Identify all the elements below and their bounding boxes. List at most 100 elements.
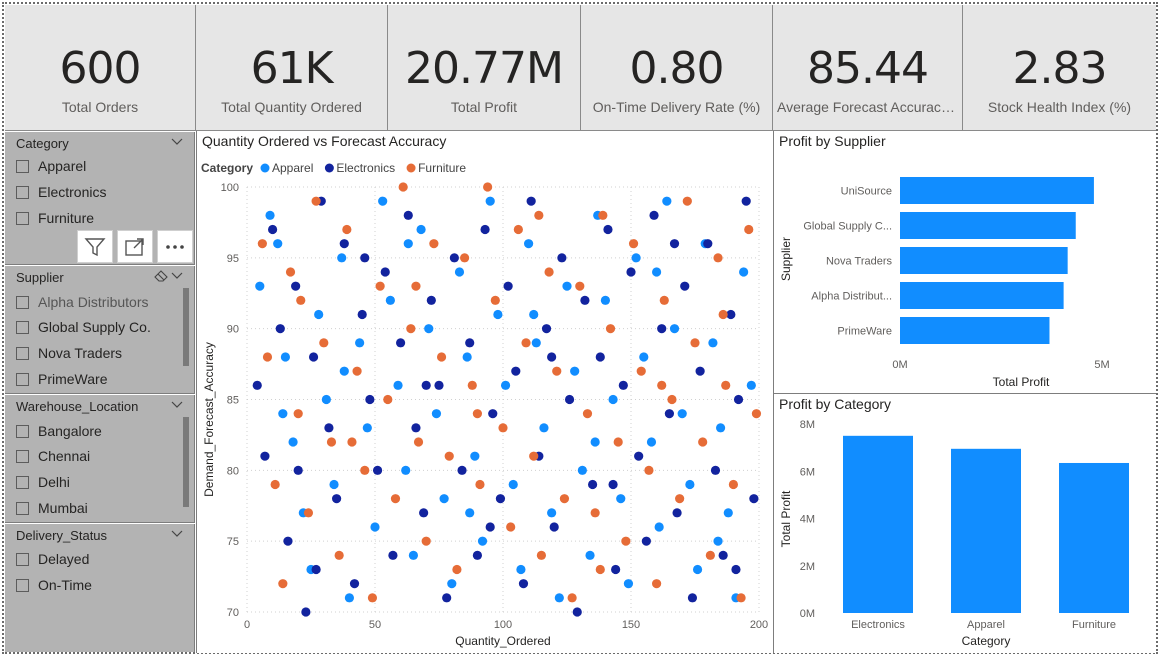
scatter-point[interactable]	[703, 239, 713, 249]
checkbox[interactable]	[16, 346, 29, 360]
scatter-point[interactable]	[595, 564, 605, 575]
scatter-point[interactable]	[506, 522, 516, 532]
scatter-point[interactable]	[508, 479, 518, 490]
scatter-point[interactable]	[739, 267, 749, 277]
kpi-card-forecast-accuracy[interactable]: 85.44 Average Forecast Accuracy...	[773, 5, 963, 131]
scatter-point[interactable]	[442, 593, 452, 603]
scatter-point[interactable]	[618, 380, 628, 390]
scatter-point[interactable]	[434, 380, 444, 390]
scatter-point[interactable]	[401, 465, 411, 475]
checkbox[interactable]	[16, 159, 29, 173]
scatter-point[interactable]	[623, 579, 634, 589]
scatter-point[interactable]	[411, 281, 421, 291]
slicer-option[interactable]: Alpha Distributors	[16, 292, 149, 312]
scatter-point[interactable]	[329, 479, 339, 490]
chevron-down-icon[interactable]	[171, 269, 183, 281]
scatter-point[interactable]	[447, 579, 457, 589]
scatter-point[interactable]	[321, 394, 331, 405]
scatter-point[interactable]	[513, 224, 523, 235]
bar[interactable]	[843, 435, 913, 613]
scatter-point[interactable]	[698, 437, 708, 447]
category-bar-chart[interactable]: 0M 2M 4M 6M 8M Electronics Apparel Furniture Cat…	[774, 394, 1156, 653]
scatter-point[interactable]	[628, 239, 639, 249]
scatter-point[interactable]	[367, 593, 378, 603]
scatter-point[interactable]	[652, 267, 662, 277]
scatter-point[interactable]	[675, 494, 685, 504]
focus-mode-button[interactable]	[117, 230, 153, 263]
scatter-point[interactable]	[260, 451, 270, 461]
checkbox[interactable]	[16, 578, 29, 592]
scatter-chart-panel[interactable]: Quantity Ordered vs Forecast Accuracy Ca…	[197, 131, 773, 653]
scatter-point[interactable]	[293, 465, 303, 475]
scatter-point[interactable]	[465, 508, 475, 518]
scatter-point[interactable]	[372, 465, 383, 475]
scatter-point[interactable]	[695, 366, 705, 376]
scatter-point[interactable]	[641, 536, 651, 546]
slicer-option[interactable]: PrimeWare	[16, 369, 108, 389]
scatter-point[interactable]	[288, 437, 298, 447]
eraser-icon[interactable]	[154, 270, 168, 282]
scatter-point[interactable]	[362, 423, 372, 433]
scatter-point[interactable]	[370, 522, 380, 532]
scatter-point[interactable]	[390, 494, 401, 504]
scatter-point[interactable]	[500, 380, 511, 390]
scatter-point[interactable]	[429, 239, 439, 249]
slicer-option[interactable]: Bangalore	[16, 421, 102, 441]
scatter-point[interactable]	[690, 338, 700, 348]
scatter-point[interactable]	[562, 281, 572, 291]
scatter-point[interactable]	[490, 295, 500, 305]
scatter-point[interactable]	[559, 494, 570, 504]
checkbox[interactable]	[16, 501, 29, 515]
scatter-point[interactable]	[526, 196, 536, 206]
scatter-point[interactable]	[398, 182, 408, 192]
legend-marker[interactable]	[260, 163, 270, 173]
scatter-point[interactable]	[278, 579, 288, 589]
scatter-point[interactable]	[718, 309, 728, 320]
scatter-point[interactable]	[421, 380, 431, 390]
checkbox[interactable]	[16, 424, 29, 438]
scatter-point[interactable]	[470, 451, 480, 461]
scatter-point[interactable]	[575, 281, 585, 291]
bar[interactable]	[900, 282, 1064, 309]
scatter-point[interactable]	[403, 210, 413, 220]
scatter-point[interactable]	[529, 451, 539, 461]
scatter-point[interactable]	[682, 196, 692, 206]
kpi-card-stock-health[interactable]: 2.83 Stock Health Index (%)	[963, 5, 1156, 131]
scatter-point[interactable]	[687, 593, 698, 603]
scatter-point[interactable]	[531, 338, 541, 348]
scatter-point[interactable]	[303, 508, 314, 518]
more-options-button[interactable]	[157, 230, 193, 263]
scatter-point[interactable]	[626, 267, 636, 277]
scatter-point[interactable]	[534, 210, 544, 220]
slicer-scrollbar[interactable]	[183, 288, 189, 366]
scatter-point[interactable]	[652, 579, 662, 589]
scatter-point[interactable]	[465, 338, 475, 348]
filter-button[interactable]	[77, 230, 113, 263]
checkbox[interactable]	[16, 552, 29, 566]
scatter-point[interactable]	[751, 409, 762, 419]
checkbox[interactable]	[16, 372, 29, 386]
scatter-point[interactable]	[590, 508, 600, 518]
slicer-option[interactable]: On-Time	[16, 575, 92, 595]
slicer-option[interactable]: Nova Traders	[16, 343, 122, 363]
legend-marker[interactable]	[324, 163, 334, 173]
scatter-point[interactable]	[616, 494, 626, 504]
scatter-point[interactable]	[257, 239, 267, 249]
scatter-point[interactable]	[383, 394, 393, 405]
legend-item[interactable]: Electronics	[336, 161, 395, 175]
scatter-point[interactable]	[572, 607, 582, 617]
chevron-down-icon[interactable]	[171, 398, 183, 410]
scatter-point[interactable]	[680, 281, 690, 291]
slicer-delivery-status[interactable]: Delivery_Status Delayed On-Time	[5, 524, 195, 652]
scatter-point[interactable]	[649, 210, 659, 220]
scatter-point[interactable]	[708, 338, 718, 348]
scatter-point[interactable]	[549, 522, 559, 532]
slicer-supplier[interactable]: Supplier Alpha Distributors Global Suppl…	[5, 266, 195, 394]
scatter-point[interactable]	[705, 550, 715, 560]
scatter-point[interactable]	[452, 564, 462, 575]
slicer-option[interactable]: Electronics	[16, 182, 106, 202]
scatter-point[interactable]	[552, 366, 562, 376]
scatter-point[interactable]	[311, 564, 321, 575]
scatter-point[interactable]	[518, 579, 529, 589]
scatter-point[interactable]	[393, 380, 403, 390]
